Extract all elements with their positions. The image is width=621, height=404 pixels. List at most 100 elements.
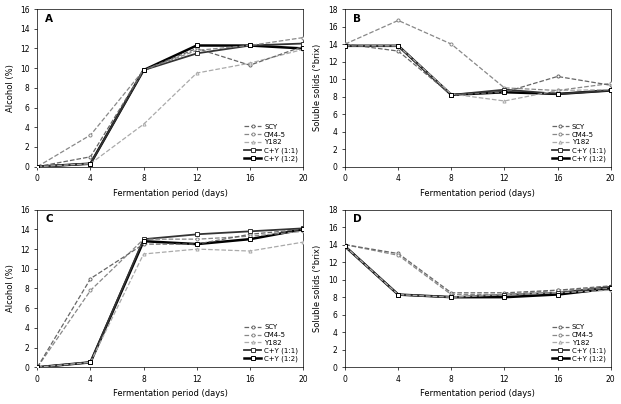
Y182 [505,98,512,103]
CM4-5 [196,237,204,242]
Y182 [499,99,507,103]
CM4-5 [501,85,508,90]
SCY [299,227,307,232]
C+Y (1:1) [499,292,507,297]
SCY [566,287,574,292]
SCY [342,42,349,46]
CM4-5 [505,292,512,297]
SCY [607,83,614,88]
CM4-5 [258,41,265,46]
Line: Y182: Y182 [37,242,303,367]
Legend: SCY, CM4-5, Y182, C+Y (1:1), C+Y (1:2): SCY, CM4-5, Y182, C+Y (1:1), C+Y (1:2) [243,323,299,364]
C+Y (1:2) [35,164,42,169]
SCY [35,363,42,368]
Y182 [501,99,508,103]
Y182 [499,292,507,297]
Y182 [583,289,591,294]
C+Y (1:1) [299,41,307,46]
X-axis label: Fermentation period (days): Fermentation period (days) [112,389,227,398]
Line: SCY: SCY [37,229,303,367]
C+Y (1:2) [192,44,199,48]
C+Y (1:2) [34,164,41,169]
Y-axis label: Soluble solids (°brix): Soluble solids (°brix) [313,44,322,131]
Text: D: D [353,215,361,224]
CM4-5 [191,49,198,54]
CM4-5 [567,86,574,91]
Y182 [258,247,265,252]
C+Y (1:1) [196,50,204,55]
Line: CM4-5: CM4-5 [345,21,610,90]
Line: SCY: SCY [345,44,610,95]
CM4-5 [342,242,350,247]
C+Y (1:2) [342,245,350,250]
C+Y (1:2) [258,235,265,240]
Y182 [196,247,204,252]
CM4-5 [274,39,282,44]
C+Y (1:1) [196,231,204,236]
CM4-5 [196,48,204,53]
Y182 [607,87,614,92]
SCY [299,44,307,49]
C+Y (1:1) [501,292,508,297]
Y182 [34,365,41,370]
C+Y (1:1) [299,226,307,231]
Y182 [35,164,42,169]
C+Y (1:1) [448,93,455,97]
SCY [583,285,591,290]
C+Y (1:1) [342,244,349,249]
SCY [192,46,199,51]
C+Y (1:2) [342,43,349,48]
C+Y (1:1) [34,365,41,370]
SCY [342,42,350,46]
C+Y (1:2) [197,43,204,48]
Line: SCY: SCY [37,46,303,166]
SCY [196,241,204,246]
Line: C+Y (1:2): C+Y (1:2) [345,46,610,95]
Y182 [192,247,199,252]
CM4-5 [35,164,42,168]
SCY [501,90,508,95]
Text: A: A [45,14,53,24]
C+Y (1:2) [448,93,455,97]
Y182 [34,164,41,169]
SCY [274,229,282,234]
C+Y (1:2) [499,90,507,95]
C+Y (1:1) [583,287,591,292]
Line: C+Y (1:2): C+Y (1:2) [345,246,610,297]
C+Y (1:2) [275,45,283,50]
C+Y (1:2) [499,295,507,300]
C+Y (1:2) [501,295,508,300]
Line: Y182: Y182 [37,49,303,166]
C+Y (1:1) [499,87,507,92]
Line: SCY: SCY [345,245,610,293]
Line: CM4-5: CM4-5 [37,231,303,367]
Line: Y182: Y182 [345,246,610,297]
C+Y (1:1) [566,91,574,96]
C+Y (1:2) [191,44,198,49]
C+Y (1:1) [274,42,282,47]
CM4-5 [583,287,591,292]
SCY [274,53,282,58]
Y182 [191,247,198,252]
SCY [499,90,507,95]
C+Y (1:1) [505,292,512,297]
SCY [192,242,199,246]
C+Y (1:2) [448,295,455,300]
Y182 [192,72,199,77]
Y182 [566,88,574,93]
X-axis label: Fermentation period (days): Fermentation period (days) [420,189,535,198]
C+Y (1:1) [607,88,614,93]
C+Y (1:2) [299,46,307,51]
C+Y (1:2) [299,227,307,232]
C+Y (1:2) [607,88,614,93]
C+Y (1:2) [342,244,349,249]
Y182 [299,47,307,52]
C+Y (1:2) [196,242,204,246]
CM4-5 [192,48,199,53]
C+Y (1:2) [566,291,574,296]
Y-axis label: Alcohol (%): Alcohol (%) [6,64,14,112]
C+Y (1:2) [191,242,198,246]
C+Y (1:1) [34,164,41,169]
C+Y (1:2) [194,43,201,48]
CM4-5 [35,364,42,368]
